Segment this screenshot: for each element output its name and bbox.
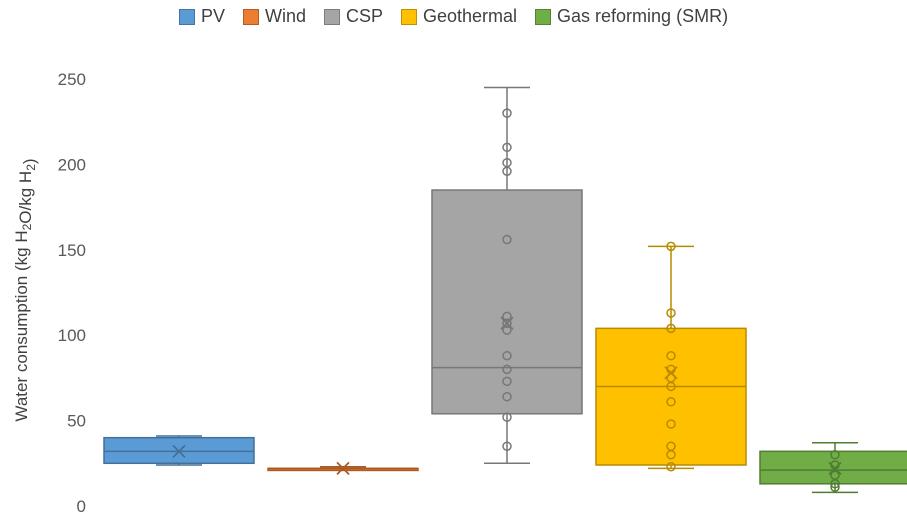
- data-point: [502, 311, 512, 322]
- box-geothermal: [595, 241, 747, 472]
- y-tick-label: 250: [58, 70, 86, 89]
- legend-swatch: [242, 8, 259, 25]
- y-tick-label: 200: [58, 155, 86, 174]
- box-plot-series: [103, 86, 907, 494]
- data-point: [666, 461, 676, 472]
- legend-swatch: [400, 8, 417, 25]
- data-point: [666, 450, 676, 460]
- mean-marker: [336, 461, 350, 476]
- data-point: [830, 450, 840, 460]
- legend-item-4: Gas reforming (SMR): [535, 6, 728, 27]
- y-tick-label: 100: [58, 326, 86, 345]
- legend-item-0: PV: [178, 6, 225, 27]
- mean-marker: [828, 461, 842, 476]
- y-tick-label: 150: [58, 241, 86, 260]
- box-csp: [431, 86, 583, 465]
- data-point: [502, 142, 512, 153]
- iqr-box: [595, 327, 747, 466]
- data-point: [502, 318, 512, 328]
- mean-marker: [500, 316, 514, 330]
- data-point: [666, 381, 676, 392]
- data-point: [666, 323, 676, 334]
- y-tick-label: 50: [67, 412, 86, 431]
- data-point: [830, 482, 840, 492]
- data-point: [502, 376, 512, 387]
- data-point: [502, 391, 512, 402]
- data-point: [502, 108, 512, 118]
- legend-item-1: Wind: [242, 6, 306, 27]
- legend-label: PV: [200, 6, 225, 26]
- y-axis-title: Water consumption (kg H2O/kg H2): [12, 158, 39, 421]
- y-tick-label: 0: [77, 497, 86, 515]
- y-axis-tick-labels: 0 50 100 150 200 250: [58, 70, 86, 515]
- mean-marker: [664, 366, 678, 380]
- legend: PV Wind CSP Geothermal Gas reforming (SMR): [0, 6, 907, 27]
- legend-label: Geothermal: [422, 6, 518, 26]
- legend-swatch: [178, 8, 195, 25]
- data-point: [666, 350, 676, 361]
- legend-label: CSP: [345, 6, 383, 26]
- legend-item-3: Geothermal: [400, 6, 518, 27]
- box-wind: [267, 461, 419, 476]
- mean-marker: [172, 444, 186, 458]
- data-point: [666, 241, 676, 252]
- legend-label: Wind: [264, 6, 306, 26]
- data-point: [502, 441, 512, 451]
- iqr-box: [431, 189, 583, 415]
- data-point: [502, 412, 512, 422]
- box-gas-reforming-smr-: [759, 442, 907, 494]
- data-point: [666, 419, 676, 429]
- data-point: [502, 350, 512, 361]
- legend-swatch: [535, 8, 552, 25]
- data-point: [666, 308, 676, 318]
- box-pv: [103, 435, 255, 466]
- data-point: [830, 479, 840, 489]
- data-point: [502, 325, 512, 335]
- data-point: [502, 234, 512, 245]
- data-point: [502, 364, 512, 375]
- legend-swatch: [323, 8, 340, 25]
- legend-label: Gas reforming (SMR): [557, 6, 729, 26]
- data-point: [666, 397, 676, 407]
- data-point: [502, 166, 512, 176]
- legend-item-2: CSP: [323, 6, 383, 27]
